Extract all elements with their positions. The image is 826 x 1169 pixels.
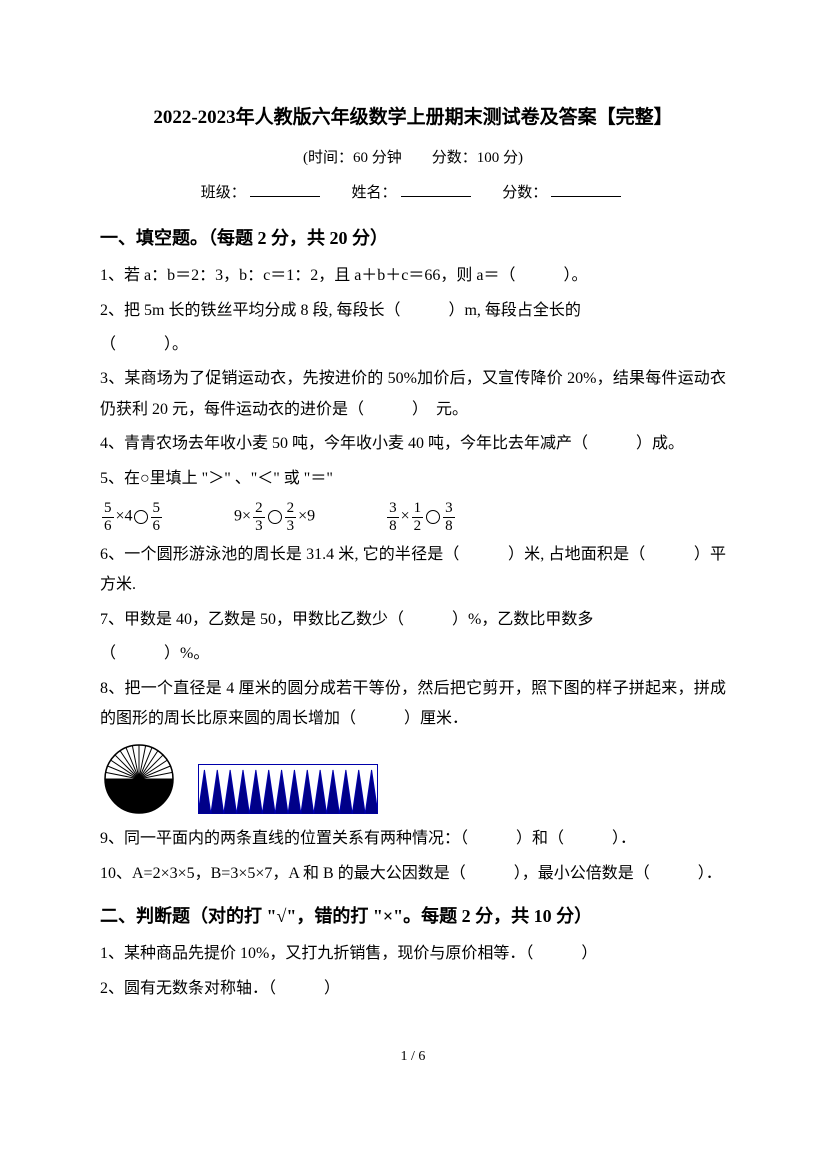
q7b: （ ）%。 xyxy=(100,639,726,669)
score-blank xyxy=(551,182,621,197)
frac-num: 5 xyxy=(102,500,114,518)
q5-lead: 5、在○里填上 "＞" 、"＜" 或 "＝" xyxy=(100,464,726,494)
q7a: 7、甲数是 40，乙数是 50，甲数比乙数少（ ）%，乙数比甲数多 xyxy=(100,605,726,635)
q1: 1、若 a：b＝2：3，b：c＝1：2，且 a＋b＋c＝66，则 a＝（ ）。 xyxy=(100,261,726,291)
frac-num: 3 xyxy=(443,500,455,518)
compare-circle xyxy=(134,510,148,524)
doc-meta: (时间：60 分钟 分数：100 分) xyxy=(100,144,726,173)
q6: 6、一个圆形游泳池的周长是 31.4 米, 它的半径是（ ）米, 占地面积是（ … xyxy=(100,540,726,601)
q2a: 2、把 5m 长的铁丝平均分成 8 段, 每段长（ ）m, 每段占全长的 xyxy=(100,296,726,326)
compare-circle xyxy=(268,510,282,524)
op: × xyxy=(401,508,410,525)
frac-num: 2 xyxy=(253,500,265,518)
q3: 3、某商场为了促销运动衣，先按进价的 50%加价后，又宣传降价 20%，结果每件… xyxy=(100,364,726,425)
q5-e3: 38×1238 xyxy=(385,500,457,534)
q5-e2: 9×2323×9 xyxy=(234,500,315,534)
q5-e1: 56×456 xyxy=(100,500,164,534)
q8: 8、把一个直径是 4 厘米的圆分成若干等份，然后把它剪开，照下图的样子拼起来，拼… xyxy=(100,674,726,735)
comb-rectangle-icon xyxy=(198,764,378,814)
fill-row: 班级： 姓名： 分数： xyxy=(100,179,726,208)
section-2-header: 二、判断题（对的打 "√"，错的打 "×"。每题 2 分，共 10 分） xyxy=(100,899,726,933)
frac-num: 3 xyxy=(387,500,399,518)
name-blank xyxy=(401,182,471,197)
op: ×4 xyxy=(116,508,133,525)
frac-den: 3 xyxy=(253,518,265,535)
score-label: 分数： xyxy=(502,185,547,201)
q9: 9、同一平面内的两条直线的位置关系有两种情况：（ ）和（ ）． xyxy=(100,824,726,854)
name-label: 姓名： xyxy=(351,185,396,201)
s2-q2: 2、圆有无数条对称轴．（ ） xyxy=(100,974,726,1004)
frac-den: 8 xyxy=(387,518,399,535)
frac-den: 6 xyxy=(102,518,114,535)
frac-num: 5 xyxy=(151,500,163,518)
frac-num: 2 xyxy=(285,500,297,518)
q8-diagrams xyxy=(100,744,726,814)
class-label: 班级： xyxy=(201,185,246,201)
class-blank xyxy=(250,182,320,197)
frac-den: 8 xyxy=(443,518,455,535)
frac-num: 1 xyxy=(412,500,424,518)
q5-equations: 56×456 9×2323×9 38×1238 xyxy=(100,500,726,534)
s2-q1: 1、某种商品先提价 10%，又打九折销售，现价与原价相等．（ ） xyxy=(100,939,726,969)
compare-circle xyxy=(426,510,440,524)
q10: 10、A=2×3×5，B=3×5×7，A 和 B 的最大公因数是（ ），最小公倍… xyxy=(100,859,726,889)
frac-den: 3 xyxy=(285,518,297,535)
page-footer: 1 / 6 xyxy=(100,1044,726,1071)
section-1-header: 一、填空题。（每题 2 分，共 20 分） xyxy=(100,221,726,255)
q2b: （ ）。 xyxy=(100,330,726,360)
semicircle-fan-icon xyxy=(100,744,178,814)
q4: 4、青青农场去年收小麦 50 吨，今年收小麦 40 吨，今年比去年减产（ ）成。 xyxy=(100,429,726,459)
op: 9× xyxy=(234,508,251,525)
op: ×9 xyxy=(298,508,315,525)
frac-den: 6 xyxy=(151,518,163,535)
frac-den: 2 xyxy=(412,518,424,535)
doc-title: 2022-2023年人教版六年级数学上册期末测试卷及答案【完整】 xyxy=(100,100,726,136)
